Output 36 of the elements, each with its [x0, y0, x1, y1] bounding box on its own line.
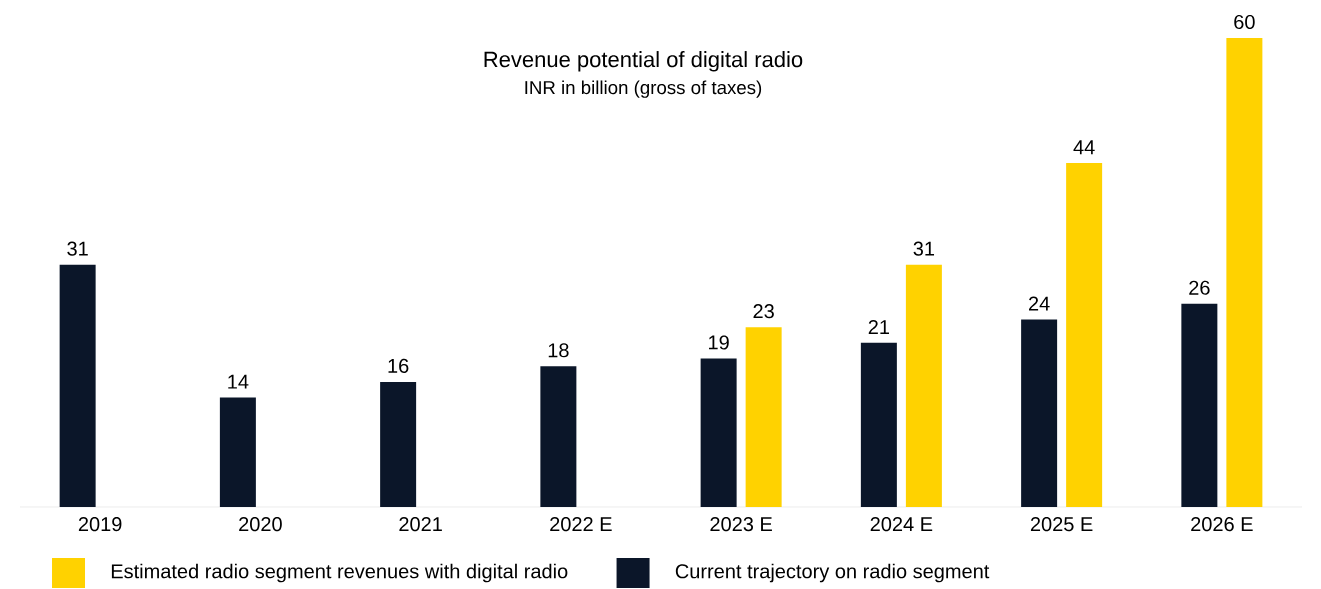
x-tick-label: 2026 E	[1191, 517, 1253, 532]
legend-label: Current trajectory on radio segment	[675, 563, 990, 583]
data-label: 24	[1029, 296, 1050, 311]
bar	[1181, 303, 1218, 507]
text: INR in billion (gross of taxes)	[525, 80, 762, 98]
bar	[860, 342, 897, 507]
bar	[745, 327, 782, 507]
x-tick-label: 2019	[78, 517, 122, 532]
data-label: 19	[709, 335, 729, 350]
x-tick-label: 2023 E	[710, 517, 772, 532]
bar	[219, 397, 256, 507]
bar	[1066, 163, 1103, 507]
bar	[905, 264, 942, 507]
legend-label: Estimated radio segment revenues with digital radio	[111, 563, 568, 583]
bar	[700, 358, 737, 507]
bar	[59, 264, 96, 507]
data-label: 23	[753, 304, 774, 319]
bar	[540, 366, 577, 507]
x-tick-label: 2022 E	[550, 517, 612, 532]
x-tick-label: 2020	[239, 517, 282, 532]
x-tick-label: 2021	[399, 517, 442, 532]
data-label: 14	[228, 374, 249, 389]
x-tick-label: 2025 E	[1030, 517, 1093, 532]
data-label: 60	[1234, 14, 1255, 30]
bar	[380, 381, 417, 507]
bar	[1021, 319, 1058, 507]
data-label: 16	[388, 358, 409, 373]
data-label: 18	[548, 343, 569, 358]
data-label: 31	[67, 241, 88, 256]
text: Revenue potential of digital radio	[484, 51, 803, 72]
data-label: 26	[1189, 280, 1210, 295]
bar	[1226, 38, 1263, 507]
x-tick-label: 2024 E	[870, 517, 933, 532]
data-label: 31	[913, 241, 935, 256]
data-label: 21	[868, 319, 890, 334]
data-label: 44	[1073, 140, 1095, 155]
